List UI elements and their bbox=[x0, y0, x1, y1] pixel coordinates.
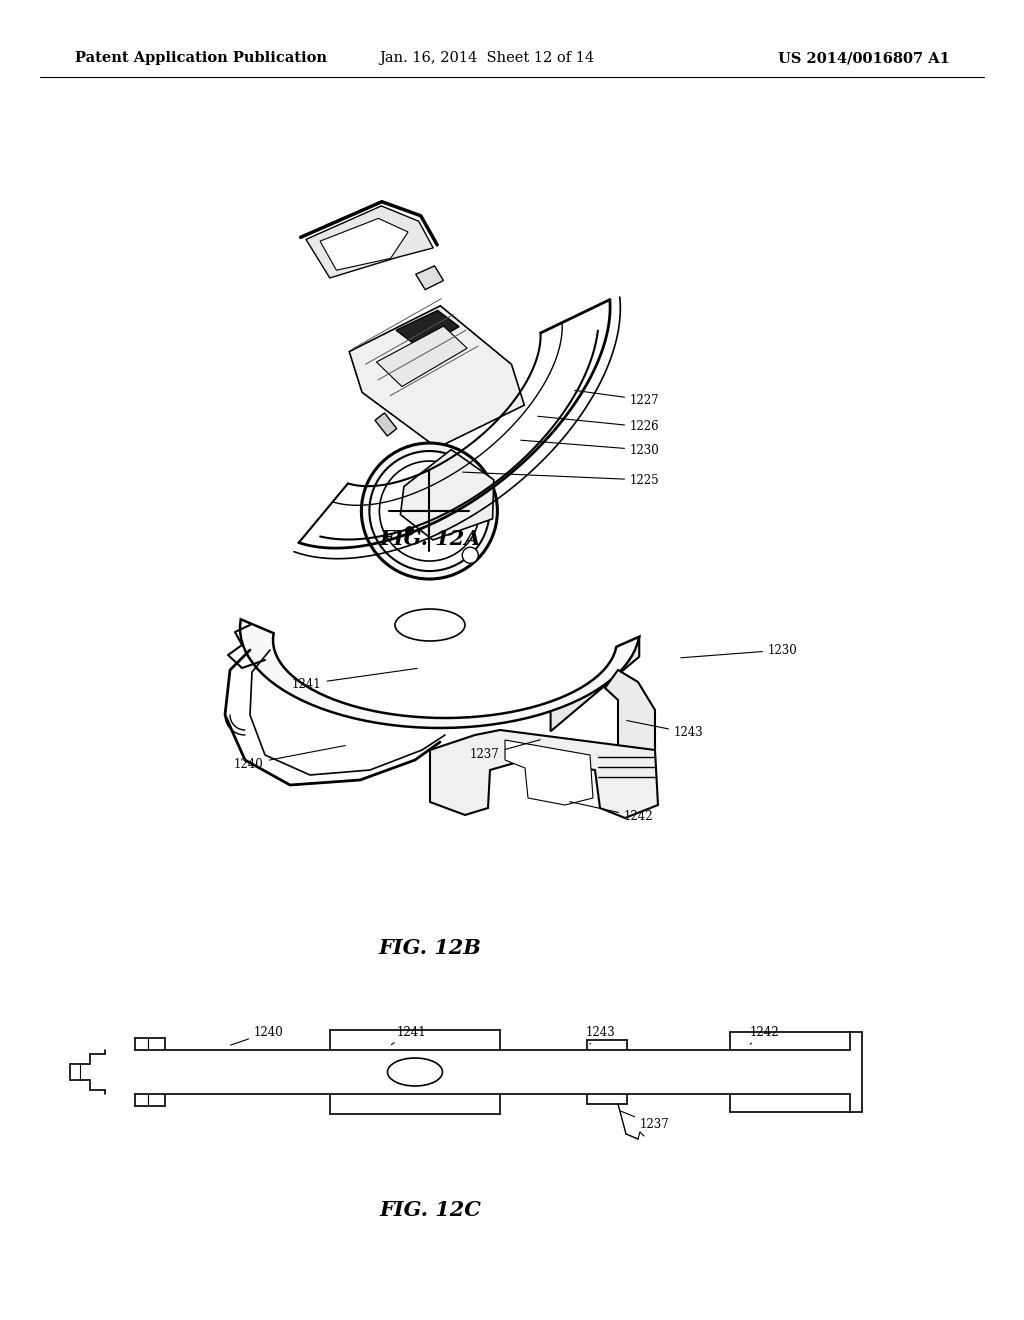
Text: 1230: 1230 bbox=[521, 440, 659, 457]
Text: Patent Application Publication: Patent Application Publication bbox=[75, 51, 327, 65]
Polygon shape bbox=[375, 413, 396, 436]
Text: 1240: 1240 bbox=[234, 746, 345, 771]
Circle shape bbox=[445, 487, 454, 495]
Polygon shape bbox=[306, 206, 433, 279]
Text: 1242: 1242 bbox=[750, 1026, 779, 1044]
Text: 1226: 1226 bbox=[538, 416, 659, 433]
Circle shape bbox=[445, 527, 454, 535]
Polygon shape bbox=[321, 218, 409, 271]
Text: 1230: 1230 bbox=[681, 644, 798, 657]
Text: 1237: 1237 bbox=[621, 1111, 670, 1131]
Polygon shape bbox=[416, 265, 443, 289]
Text: 1242: 1242 bbox=[569, 801, 653, 824]
Circle shape bbox=[406, 487, 414, 495]
Text: 1243: 1243 bbox=[586, 1026, 615, 1044]
Circle shape bbox=[462, 548, 478, 564]
Text: FIG. 12B: FIG. 12B bbox=[379, 937, 481, 958]
Text: Jan. 16, 2014  Sheet 12 of 14: Jan. 16, 2014 Sheet 12 of 14 bbox=[380, 51, 595, 65]
Circle shape bbox=[361, 444, 498, 579]
Circle shape bbox=[406, 527, 414, 535]
Text: 1241: 1241 bbox=[292, 668, 417, 690]
Circle shape bbox=[370, 451, 489, 572]
Text: 1243: 1243 bbox=[627, 721, 703, 739]
Polygon shape bbox=[605, 671, 655, 760]
Polygon shape bbox=[430, 730, 658, 818]
Text: FIG. 12A: FIG. 12A bbox=[379, 528, 480, 549]
Polygon shape bbox=[240, 619, 639, 729]
Text: US 2014/0016807 A1: US 2014/0016807 A1 bbox=[778, 51, 950, 65]
Text: 1237: 1237 bbox=[470, 739, 541, 762]
Polygon shape bbox=[396, 310, 459, 348]
Circle shape bbox=[379, 461, 479, 561]
Ellipse shape bbox=[395, 609, 465, 642]
Text: 1240: 1240 bbox=[230, 1026, 284, 1045]
Polygon shape bbox=[400, 450, 494, 540]
Polygon shape bbox=[505, 741, 593, 805]
Polygon shape bbox=[377, 326, 467, 387]
Text: 1241: 1241 bbox=[391, 1026, 427, 1044]
Text: FIG. 12C: FIG. 12C bbox=[379, 1200, 481, 1221]
Polygon shape bbox=[551, 636, 639, 731]
Text: 1225: 1225 bbox=[463, 473, 659, 487]
Ellipse shape bbox=[387, 1059, 442, 1086]
Polygon shape bbox=[349, 306, 524, 447]
Text: 1227: 1227 bbox=[574, 391, 659, 407]
